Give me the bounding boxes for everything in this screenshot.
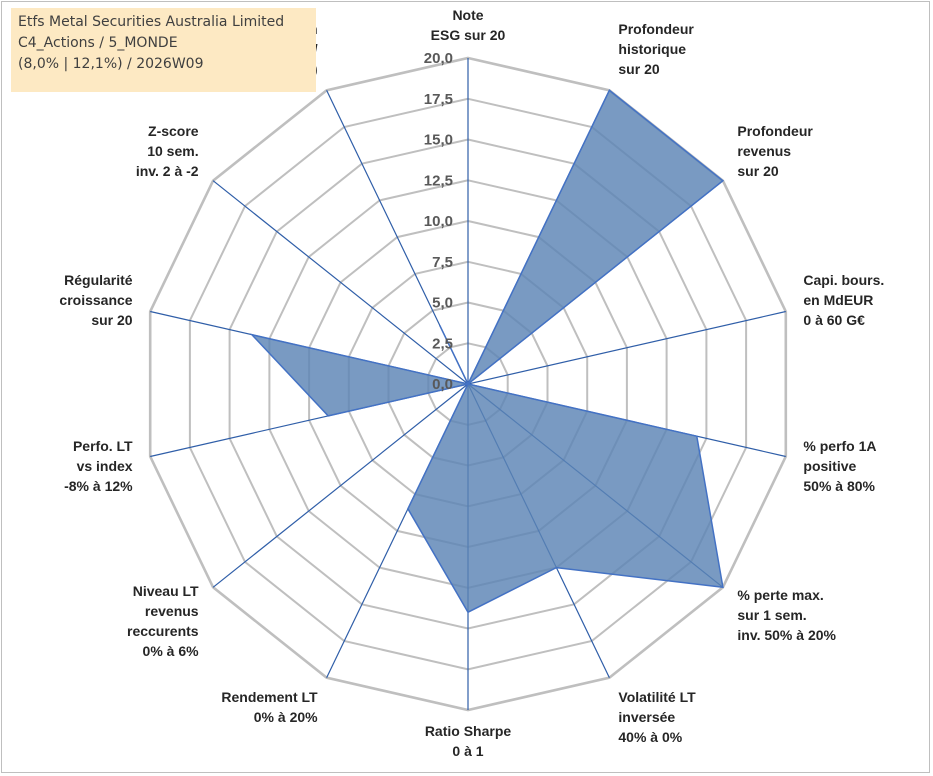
radial-tick-label: 20,0 (424, 50, 453, 67)
axis-label: % perte max. sur 1 sem. inv. 50% à 20% (737, 587, 836, 643)
axis-label: Z-score 10 sem. inv. 2 à -2 (136, 123, 199, 179)
title-line-2: C4_Actions / 5_MONDE (18, 35, 178, 51)
radial-tick-label: 2,5 (432, 335, 453, 352)
axis-label: Niveau LT revenus reccurents 0% à 6% (127, 583, 199, 659)
axis-spoke (212, 383, 469, 588)
radar-series (249, 89, 725, 614)
axis-spoke (212, 180, 469, 385)
axis-label: % perfo 1A positive 50% à 80% (803, 438, 876, 494)
axis-label: Régularité croissance sur 20 (59, 272, 132, 328)
axis-label: Ratio Sharpe 0 à 1 (425, 723, 512, 759)
axis-labels: Note ESG sur 20 Profondeur historique sur 20… (59, 7, 884, 759)
radial-tick-label: 17,5 (424, 91, 453, 108)
radial-tick-label: 15,0 (424, 132, 453, 149)
radial-tick-label: 12,5 (424, 172, 453, 189)
radial-tick-label: 7,5 (432, 254, 453, 271)
title-line-3: (8,0% | 12,1%) / 2026W09 (18, 56, 204, 72)
axis-label: Rendement LT 0% à 20% (221, 689, 318, 725)
title-box: Etfs Metal Securities Australia Limited … (11, 8, 316, 92)
title-line-1: Etfs Metal Securities Australia Limited (18, 14, 285, 30)
axis-label: Profondeur historique sur 20 (618, 21, 694, 77)
axis-label: Capi. bours. en MdEUR 0 à 60 G€ (803, 272, 884, 328)
series-area (249, 89, 725, 614)
radial-ticks: 0,0 2,5 5,0 7,5 10,0 12,5 15,0 17,5 20,0 (424, 50, 453, 393)
axis-spoke (467, 310, 786, 385)
axis-label: Perfo. LT vs index -8% à 12% (64, 438, 133, 494)
axis-label: Volatilité LT inversée 40% à 0% (618, 689, 696, 745)
radial-tick-label: 5,0 (432, 295, 453, 312)
axis-label: Profondeur revenus sur 20 (737, 123, 813, 179)
radial-tick-label: 0,0 (432, 376, 453, 393)
axis-label: Note ESG sur 20 (431, 7, 506, 43)
radial-tick-label: 10,0 (424, 213, 453, 230)
